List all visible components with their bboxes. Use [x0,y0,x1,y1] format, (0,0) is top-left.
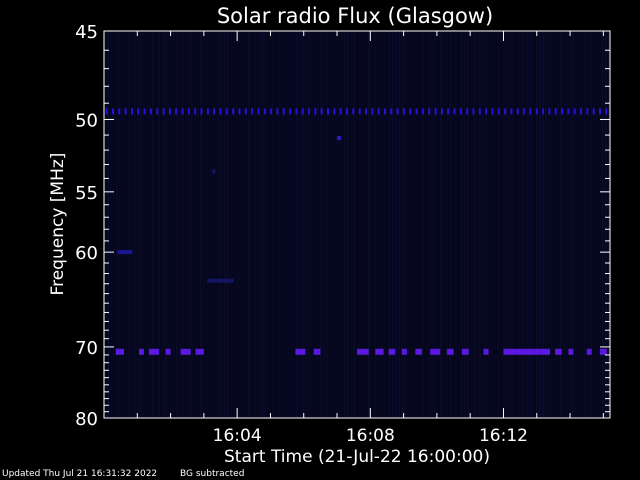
x-axis: 16:04 16:08 16:12 [136,31,604,446]
y-tick-label: 60 [75,243,98,264]
x-tick-label: 16:12 [479,426,528,446]
y-tick-label: 45 [75,22,98,43]
plot-area [104,31,610,418]
blob-51 [337,136,341,141]
x-tick-label: 16:08 [346,426,395,446]
blob-60 [117,250,133,255]
bg-subtracted-note: BG subtracted [180,469,245,479]
plot-frame [103,30,611,419]
burst-features [105,108,608,355]
blob-62.5 [207,278,234,283]
x-axis-label: Start Time (21-Jul-22 16:00:00) [224,447,490,467]
y-tick-label: 80 [75,409,98,430]
y-axis: 45 50 55 60 70 80 [75,22,610,430]
band-70.6 [115,348,607,355]
blob-53.5 [212,169,216,174]
y-tick-label: 70 [75,338,98,359]
y-axis-label: Frequency [MHz] [48,153,68,296]
y-tick-label: 55 [75,183,98,204]
updated-timestamp: Updated Thu Jul 21 16:31:32 2022 [2,469,158,479]
noise-texture [104,31,610,418]
x-tick-label: 16:04 [213,426,262,446]
band-49.5 [105,108,608,115]
y-tick-label: 50 [75,110,98,131]
chart-title: Solar radio Flux (Glasgow) [217,4,493,28]
